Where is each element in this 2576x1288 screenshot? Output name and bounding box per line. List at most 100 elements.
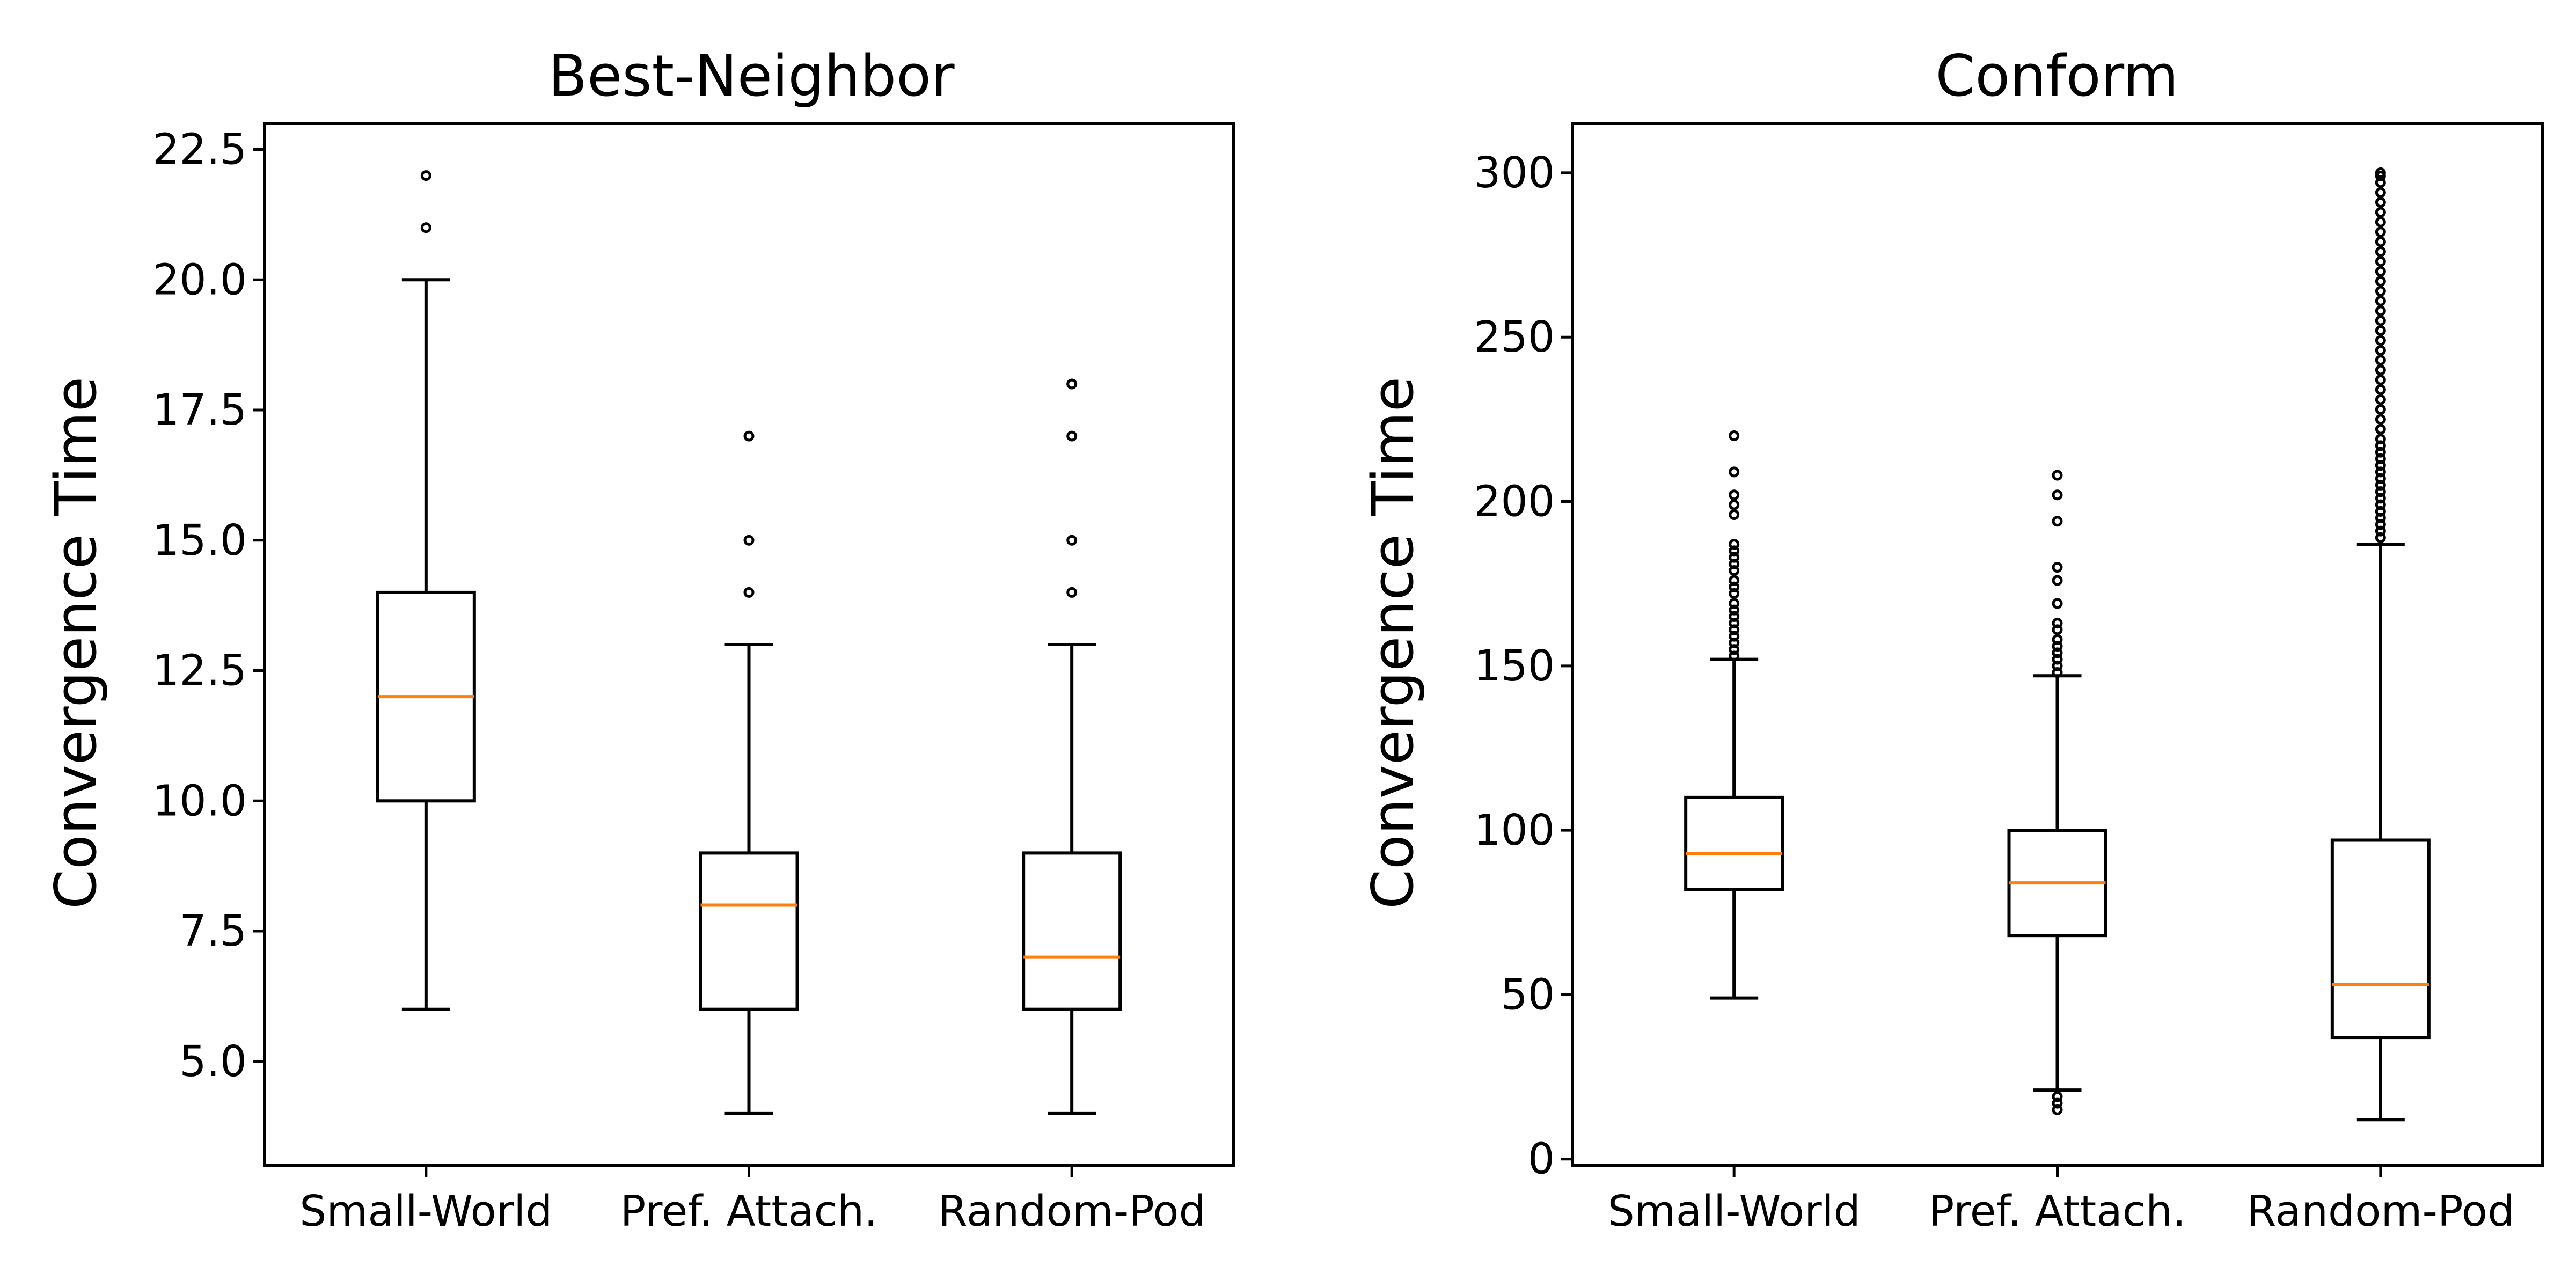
best-neighbor-y-tick-label: 10.0: [152, 776, 247, 825]
conform-small-world-outlier: [1729, 631, 1740, 642]
conform-small-world-outlier: [1729, 637, 1740, 648]
conform-pref-attach-outlier: [2052, 1104, 2063, 1115]
conform-pref-attach-outlier: [2052, 647, 2063, 658]
conform-small-world-outlier: [1729, 598, 1740, 609]
best-neighbor-y-tick-label: 20.0: [152, 255, 247, 304]
best-neighbor-y-tick-label: 17.5: [152, 385, 247, 435]
conform-random-pod-outlier: [2375, 473, 2386, 484]
conform-random-pod-outlier: [2375, 295, 2386, 306]
conform-small-world-outlier: [1729, 588, 1740, 599]
best-neighbor-plot-area: 5.0 7.5 10.0 12.5 15.0 17.5 20.0 22.5 Small-Worl…: [152, 122, 1235, 1236]
conform-random-pod-outlier: [2375, 404, 2386, 415]
conform-pref-attach-outlier: [2052, 641, 2063, 652]
conform-small-world-outlier: [1729, 499, 1740, 510]
best-neighbor-y-tick-label: 7.5: [179, 906, 247, 956]
conform-y-tick-label: 300: [1474, 148, 1555, 197]
conform-random-pod-outlier: [2375, 499, 2386, 510]
best-neighbor-small-world-outlier: [420, 222, 431, 233]
best-neighbor-small-world-box-group: [376, 170, 476, 1011]
best-neighbor-y-tick-label: 22.5: [152, 125, 247, 174]
conform-random-pod-outlier: [2375, 434, 2386, 445]
conform-pref-attach-outlier: [2052, 598, 2063, 609]
conform-random-pod-outlier: [2375, 384, 2386, 396]
best-neighbor-pref-attach-box: [699, 851, 799, 1011]
conform-pref-attach-outlier: [2052, 624, 2063, 635]
best-neighbor-y-axis-label: Convergence Time: [43, 377, 109, 909]
conform-random-pod-outlier: [2375, 506, 2386, 517]
conform-small-world-outlier: [1729, 565, 1740, 576]
conform-random-pod-box-group: [2330, 167, 2431, 1122]
conform-plot-area: 0 50 100 150 200 250 300 Small-World Pref. Attac…: [1474, 122, 2544, 1236]
conform-random-pod-box: [2330, 838, 2431, 1040]
conform-random-pod-outlier: [2375, 197, 2386, 208]
best-neighbor-y-tick-label: 5.0: [179, 1037, 247, 1086]
conform-random-pod-outlier: [2375, 364, 2386, 376]
best-neighbor-pref-attach-outlier: [743, 430, 755, 442]
conform-random-pod-outlier: [2375, 266, 2386, 277]
conform-random-pod-outlier: [2375, 305, 2386, 317]
conform-y-tick-label: 50: [1501, 970, 1555, 1019]
conform-random-pod-outlier: [2375, 493, 2386, 504]
conform-random-pod-outlier: [2375, 325, 2386, 336]
conform-small-world-outlier: [1729, 604, 1740, 616]
conform-pref-attach-x-tick-label: Pref. Attach.: [1929, 1187, 2186, 1236]
conform-small-world-outlier: [1729, 430, 1740, 441]
conform-small-world-x-tick-label: Small-World: [1608, 1187, 1861, 1236]
conform-small-world-outlier: [1729, 624, 1740, 635]
conform-small-world-outlier: [1729, 581, 1740, 592]
conform-small-world-outlier: [1729, 611, 1740, 622]
conform-random-pod-outlier: [2375, 315, 2386, 326]
conform-pref-attach-box-group: [2007, 470, 2107, 1115]
conform-random-pod-outlier: [2375, 256, 2386, 267]
conform-random-pod-outlier: [2375, 423, 2386, 435]
conform-random-pod-outlier: [2375, 453, 2386, 464]
conform-random-pod-outlier: [2375, 187, 2386, 198]
conform-random-pod-outlier: [2375, 532, 2386, 543]
conform-pref-attach-outlier: [2052, 667, 2063, 678]
best-neighbor-random-pod-outlier: [1066, 430, 1078, 442]
conform-random-pod-outlier: [2375, 246, 2386, 257]
conform-small-world-outlier: [1729, 650, 1740, 662]
best-neighbor-random-pod-x-tick-label: Random-Pod: [938, 1187, 1206, 1236]
conform-random-pod-outlier: [2375, 345, 2386, 356]
best-neighbor-y-tick-label: 15.0: [152, 516, 247, 565]
conform-pref-attach-outlier: [2052, 634, 2063, 645]
conform-random-pod-outlier: [2375, 486, 2386, 497]
best-neighbor-pref-attach-box-group: [699, 430, 799, 1115]
conform-y-axis-label: Convergence Time: [1360, 377, 1426, 909]
conform-pref-attach-outlier: [2052, 1091, 2063, 1102]
best-neighbor-random-pod-outlier: [1066, 587, 1078, 598]
conform-random-pod-outlier: [2375, 207, 2386, 218]
best-neighbor-pref-attach-outlier: [743, 587, 755, 598]
conform-random-pod-outlier: [2375, 286, 2386, 297]
conform-small-world-box-group: [1684, 430, 1784, 1000]
conform-pref-attach-outlier: [2052, 654, 2063, 665]
conform-random-pod-outlier: [2375, 167, 2386, 178]
conform-pref-attach-outlier: [2052, 562, 2063, 573]
conform-random-pod-outlier: [2375, 525, 2386, 537]
conform-random-pod-x-tick-label: Random-Pod: [2246, 1187, 2514, 1236]
best-neighbor-pref-attach-x-tick-label: Pref. Attach.: [620, 1187, 878, 1236]
conform-pref-attach-outlier: [2052, 470, 2063, 481]
conform-title: Conform: [1935, 43, 2178, 109]
best-neighbor-y-tick-label: 12.5: [152, 646, 247, 696]
conform-axes-frame: [1571, 122, 2544, 1167]
best-neighbor-axes-frame: [263, 122, 1235, 1167]
conform-small-world-outlier: [1729, 552, 1740, 563]
conform-y-tick-label: 0: [1528, 1135, 1555, 1184]
conform-random-pod-outlier: [2375, 177, 2386, 188]
conform-pref-attach-outlier: [2052, 660, 2063, 671]
conform-y-tick-label: 200: [1474, 477, 1555, 526]
conform-small-world-outlier: [1729, 558, 1740, 569]
conform-random-pod-outlier: [2375, 519, 2386, 530]
conform-pref-attach-outlier: [2052, 489, 2063, 501]
best-neighbor-title: Best-Neighbor: [548, 43, 955, 109]
conform-pref-attach-outlier: [2052, 1097, 2063, 1109]
conform-small-world-outlier: [1729, 539, 1740, 550]
conform-y-tick-label: 250: [1474, 312, 1555, 362]
conform-random-pod-outlier: [2375, 276, 2386, 287]
conform-random-pod-outlier: [2375, 216, 2386, 228]
best-neighbor-random-pod-box: [1022, 851, 1122, 1011]
